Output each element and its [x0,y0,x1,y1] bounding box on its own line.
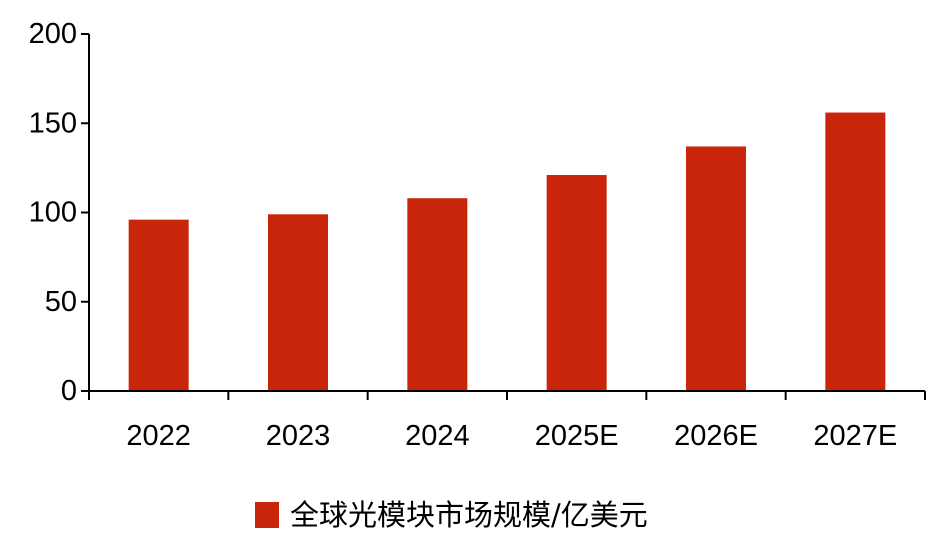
legend: 全球光模块市场规模/亿美元 [255,498,648,532]
x-tick-label: 2027E [813,420,897,452]
x-ticks [88,391,926,400]
y-ticks [81,33,89,392]
bar-2027e [825,112,886,391]
bars [128,112,886,391]
legend-label: 全球光模块市场规模/亿美元 [290,498,648,532]
y-tick-labels: 0 50 100 150 200 [29,18,77,407]
y-tick-label: 50 [45,286,77,318]
bar-2026e [686,146,746,391]
bar-2022 [128,219,189,391]
x-tick-label: 2023 [266,420,331,452]
y-axis: 0 50 100 150 200 [29,18,90,407]
x-tick-label: 2025E [535,420,619,452]
x-tick-label: 2022 [126,420,191,452]
x-tick-labels: 2022 2023 2024 2025E 2026E 2027E [126,420,897,452]
x-axis: 2022 2023 2024 2025E 2026E 2027E [88,390,926,452]
y-tick-label: 0 [61,375,77,407]
x-tick-label: 2024 [405,420,470,452]
legend-swatch [255,502,279,528]
x-tick-label: 2026E [674,420,758,452]
y-tick-label: 150 [29,107,77,139]
y-tick-label: 200 [29,18,77,50]
y-tick-label: 100 [29,197,77,229]
bar-2023 [268,214,328,391]
bar-2025e [546,175,607,391]
bar-2024 [407,198,468,391]
